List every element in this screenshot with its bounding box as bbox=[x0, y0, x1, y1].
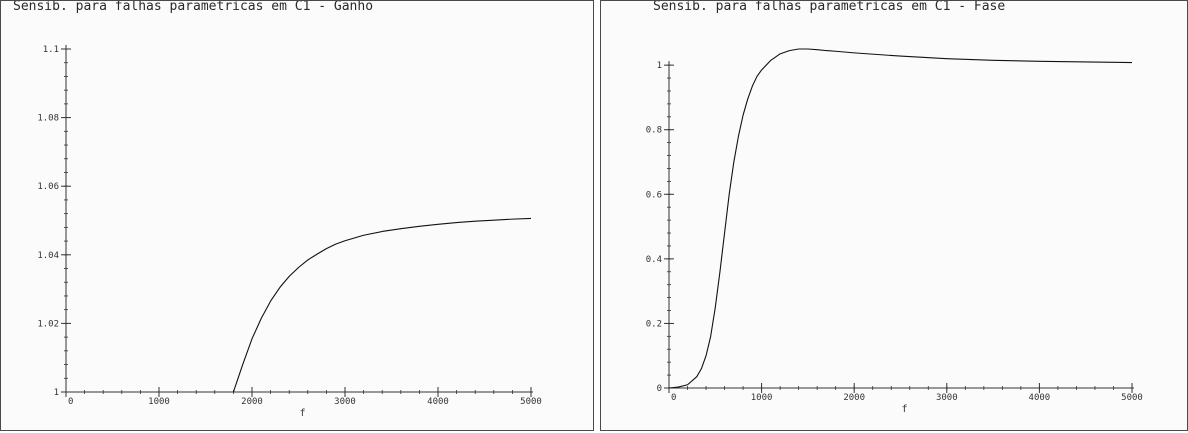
gain-chart-plot: 1 1.02 1.04 1.06 1.08 1.1 0 1000 2000 3000 4000 500… bbox=[37, 45, 542, 419]
x-tick-label: 5000 bbox=[1121, 393, 1143, 403]
y-tick-label: 1 bbox=[657, 61, 662, 71]
x-axis-label: f bbox=[901, 404, 907, 415]
phase-chart-panel: Sensib. para falhas parametricas em C1 -… bbox=[600, 0, 1188, 431]
y-tick-label: 1 bbox=[54, 388, 59, 398]
x-tick-label: 2000 bbox=[241, 397, 263, 407]
chart-title: Sensib. para falhas parametricas em C1 -… bbox=[13, 0, 374, 14]
x-tick-label: 1000 bbox=[148, 397, 170, 407]
x-tick-label: 0 bbox=[671, 393, 676, 403]
y-tick-label: 1.04 bbox=[37, 251, 59, 261]
gain-chart-panel: Sensib. para falhas parametricas em C1 -… bbox=[0, 0, 594, 431]
y-tick-label: 1.08 bbox=[37, 114, 59, 124]
y-tick-label: 1.02 bbox=[37, 319, 59, 329]
y-tick-label: 0.8 bbox=[646, 126, 662, 136]
y-tick-label: 0.2 bbox=[646, 319, 662, 329]
phase-chart-plot: 0 0.2 0.4 0.6 0.8 1 0 1000 2000 3000 4000 5000 f bbox=[646, 48, 1143, 415]
x-axis-label: f bbox=[299, 408, 305, 419]
series-line bbox=[232, 217, 532, 393]
y-tick-label: 0.6 bbox=[646, 190, 662, 200]
x-tick-label: 4000 bbox=[1029, 393, 1051, 403]
y-tick-label: 1.06 bbox=[37, 182, 59, 192]
series-line bbox=[668, 48, 1133, 389]
y-tick-label: 0 bbox=[657, 384, 662, 394]
y-tick-label: 1.1 bbox=[43, 45, 59, 55]
x-tick-label: 0 bbox=[68, 397, 73, 407]
x-tick-label: 5000 bbox=[520, 397, 542, 407]
chart-title: Sensib. para falhas parametricas em C1 -… bbox=[653, 0, 1006, 14]
x-tick-label: 2000 bbox=[843, 393, 865, 403]
x-tick-label: 1000 bbox=[751, 393, 773, 403]
y-tick-label: 0.4 bbox=[646, 255, 662, 265]
x-tick-label: 3000 bbox=[334, 397, 356, 407]
x-tick-label: 4000 bbox=[427, 397, 449, 407]
x-tick-label: 3000 bbox=[936, 393, 958, 403]
